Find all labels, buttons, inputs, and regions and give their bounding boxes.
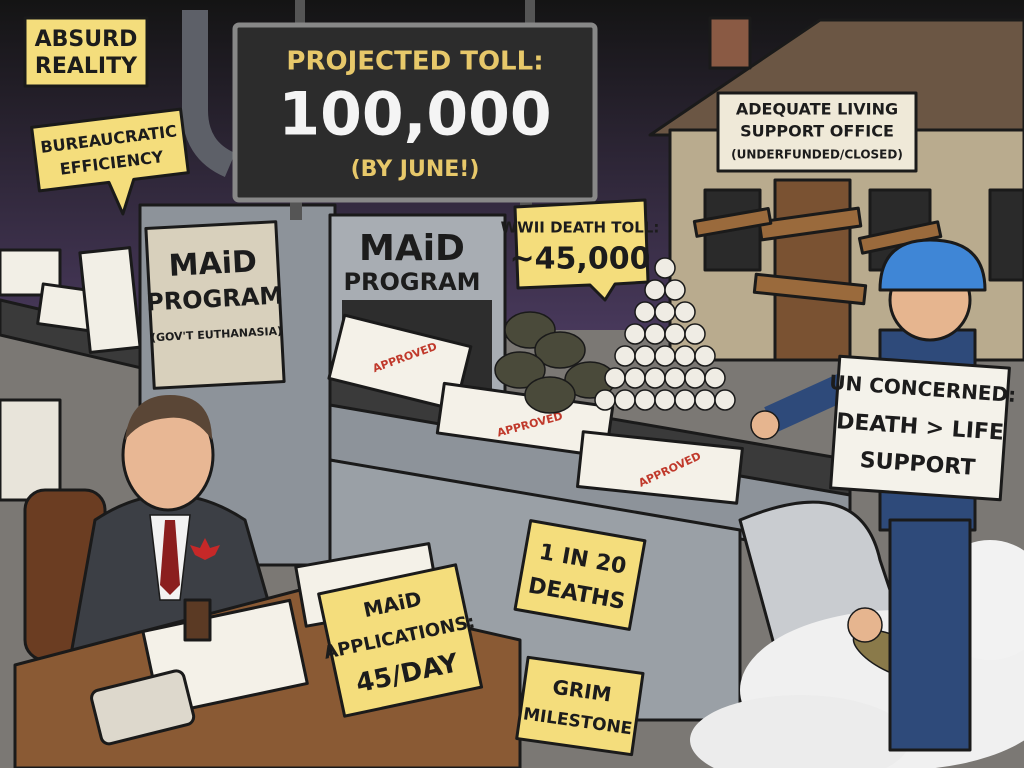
skull-pile-part <box>644 323 666 345</box>
skull-pile-part <box>654 257 676 279</box>
skull-pile-part <box>614 345 636 367</box>
skull-pile-part <box>624 367 646 389</box>
skull-pile-part <box>634 389 656 411</box>
corner-label-part <box>23 16 149 88</box>
speech-bubble-part <box>30 107 190 216</box>
skull-pile-part <box>714 389 736 411</box>
toll-sign-part <box>525 0 535 28</box>
skull-pile-part <box>674 301 696 323</box>
paper-stack-part <box>327 313 473 412</box>
desk-sign: MAiD APPLICATIONS: 45/DAY <box>317 563 484 718</box>
house-part <box>988 188 1024 282</box>
desk-part <box>90 669 196 746</box>
office-sign-line: SUPPORT OFFICE <box>740 122 894 141</box>
toll-figure: 100,000 <box>278 80 551 150</box>
left-conveyor-part <box>78 246 142 354</box>
machine-front-label: PROGRAM <box>343 268 480 296</box>
skull-pile <box>594 257 736 411</box>
house-part <box>773 178 852 362</box>
toll-note: (BY JUNE!) <box>351 157 480 182</box>
machine: MAiD PROGRAM (GOV'T EUTHANASIA) MAiD PRO… <box>138 10 507 567</box>
machine-part <box>144 220 286 390</box>
machine-side-label: MAiD <box>168 244 258 284</box>
desk-sign-part <box>317 563 484 718</box>
un-official-part <box>750 410 780 440</box>
office-sign: ADEQUATE LIVING SUPPORT OFFICE (UNDERFUN… <box>716 91 918 173</box>
official-part <box>160 520 180 595</box>
skull-pile-part <box>664 323 686 345</box>
house-part <box>757 206 863 242</box>
skull-pile-part <box>674 389 696 411</box>
wwii-bubble: WWII DEATH TOLL: ~45,000 <box>501 198 660 302</box>
skull-pile-part <box>664 279 686 301</box>
ratio-sign: 1 IN 20 DEATHS <box>513 519 647 631</box>
helmets <box>494 311 616 414</box>
skull-pile-part <box>704 367 726 389</box>
office-sign-note: (UNDERFUNDED/CLOSED) <box>731 148 903 162</box>
skull-pile-part <box>654 389 676 411</box>
skull-pile-part <box>674 345 696 367</box>
milestone-sign: GRIM MILESTONE <box>515 655 645 757</box>
skull-pile-part <box>684 323 706 345</box>
toll-sign: PROJECTED TOLL: 100,000 (BY JUNE!) <box>232 0 598 220</box>
official-part <box>190 538 220 560</box>
corner-label-line: REALITY <box>35 54 138 79</box>
office-sign-line: ADEQUATE LIVING <box>736 100 898 119</box>
skull-pile-part <box>684 367 706 389</box>
wwii-heading: WWII DEATH TOLL: <box>501 219 660 237</box>
machine-part <box>182 10 236 177</box>
left-conveyor <box>0 246 152 502</box>
skull-pile-part <box>654 345 676 367</box>
paper-stack-part <box>576 430 744 505</box>
skull-pile-part <box>664 367 686 389</box>
skull-pile-part <box>634 345 656 367</box>
slide-part <box>847 607 883 643</box>
skull-pile-part <box>634 301 656 323</box>
corner-label-line: ABSURD <box>35 27 138 52</box>
house-part <box>692 207 773 238</box>
skull-pile-part <box>614 389 636 411</box>
left-conveyor-part <box>0 398 62 502</box>
skull-pile-part <box>624 323 646 345</box>
un-sign-part <box>829 354 1011 502</box>
un-official-part <box>878 238 987 292</box>
milestone-sign-part <box>515 655 645 757</box>
helmets-part <box>524 376 576 414</box>
official-part <box>125 395 212 440</box>
wwii-figure: ~45,000 <box>510 242 651 277</box>
toll-heading: PROJECTED TOLL: <box>286 47 543 77</box>
ratio-sign-part <box>513 519 647 631</box>
helmets-part <box>494 351 546 389</box>
speech-bubble: BUREAUCRATIC EFFICIENCY <box>30 107 190 216</box>
skull-pile-part <box>594 389 616 411</box>
helmets-part <box>534 331 586 369</box>
skull-pile-part <box>654 301 676 323</box>
slide-part <box>690 695 910 768</box>
skull-pile-part <box>644 367 666 389</box>
house-part <box>708 16 752 70</box>
machine-front-label: MAiD <box>359 228 465 269</box>
toll-sign-part <box>232 22 598 203</box>
skull-pile-part <box>694 345 716 367</box>
wwii-bubble-part <box>513 198 650 302</box>
un-sign: UN CONCERNED: DEATH > LIFE SUPPORT <box>829 354 1017 502</box>
un-official-part <box>888 518 972 752</box>
house-part <box>752 272 868 306</box>
house <box>648 16 1024 362</box>
toll-sign-part <box>295 0 305 28</box>
office-sign-part <box>716 91 918 173</box>
desk-part <box>183 598 212 642</box>
skull-pile-part <box>604 367 626 389</box>
corner-label: ABSURD REALITY <box>23 16 149 88</box>
skull-pile-part <box>694 389 716 411</box>
